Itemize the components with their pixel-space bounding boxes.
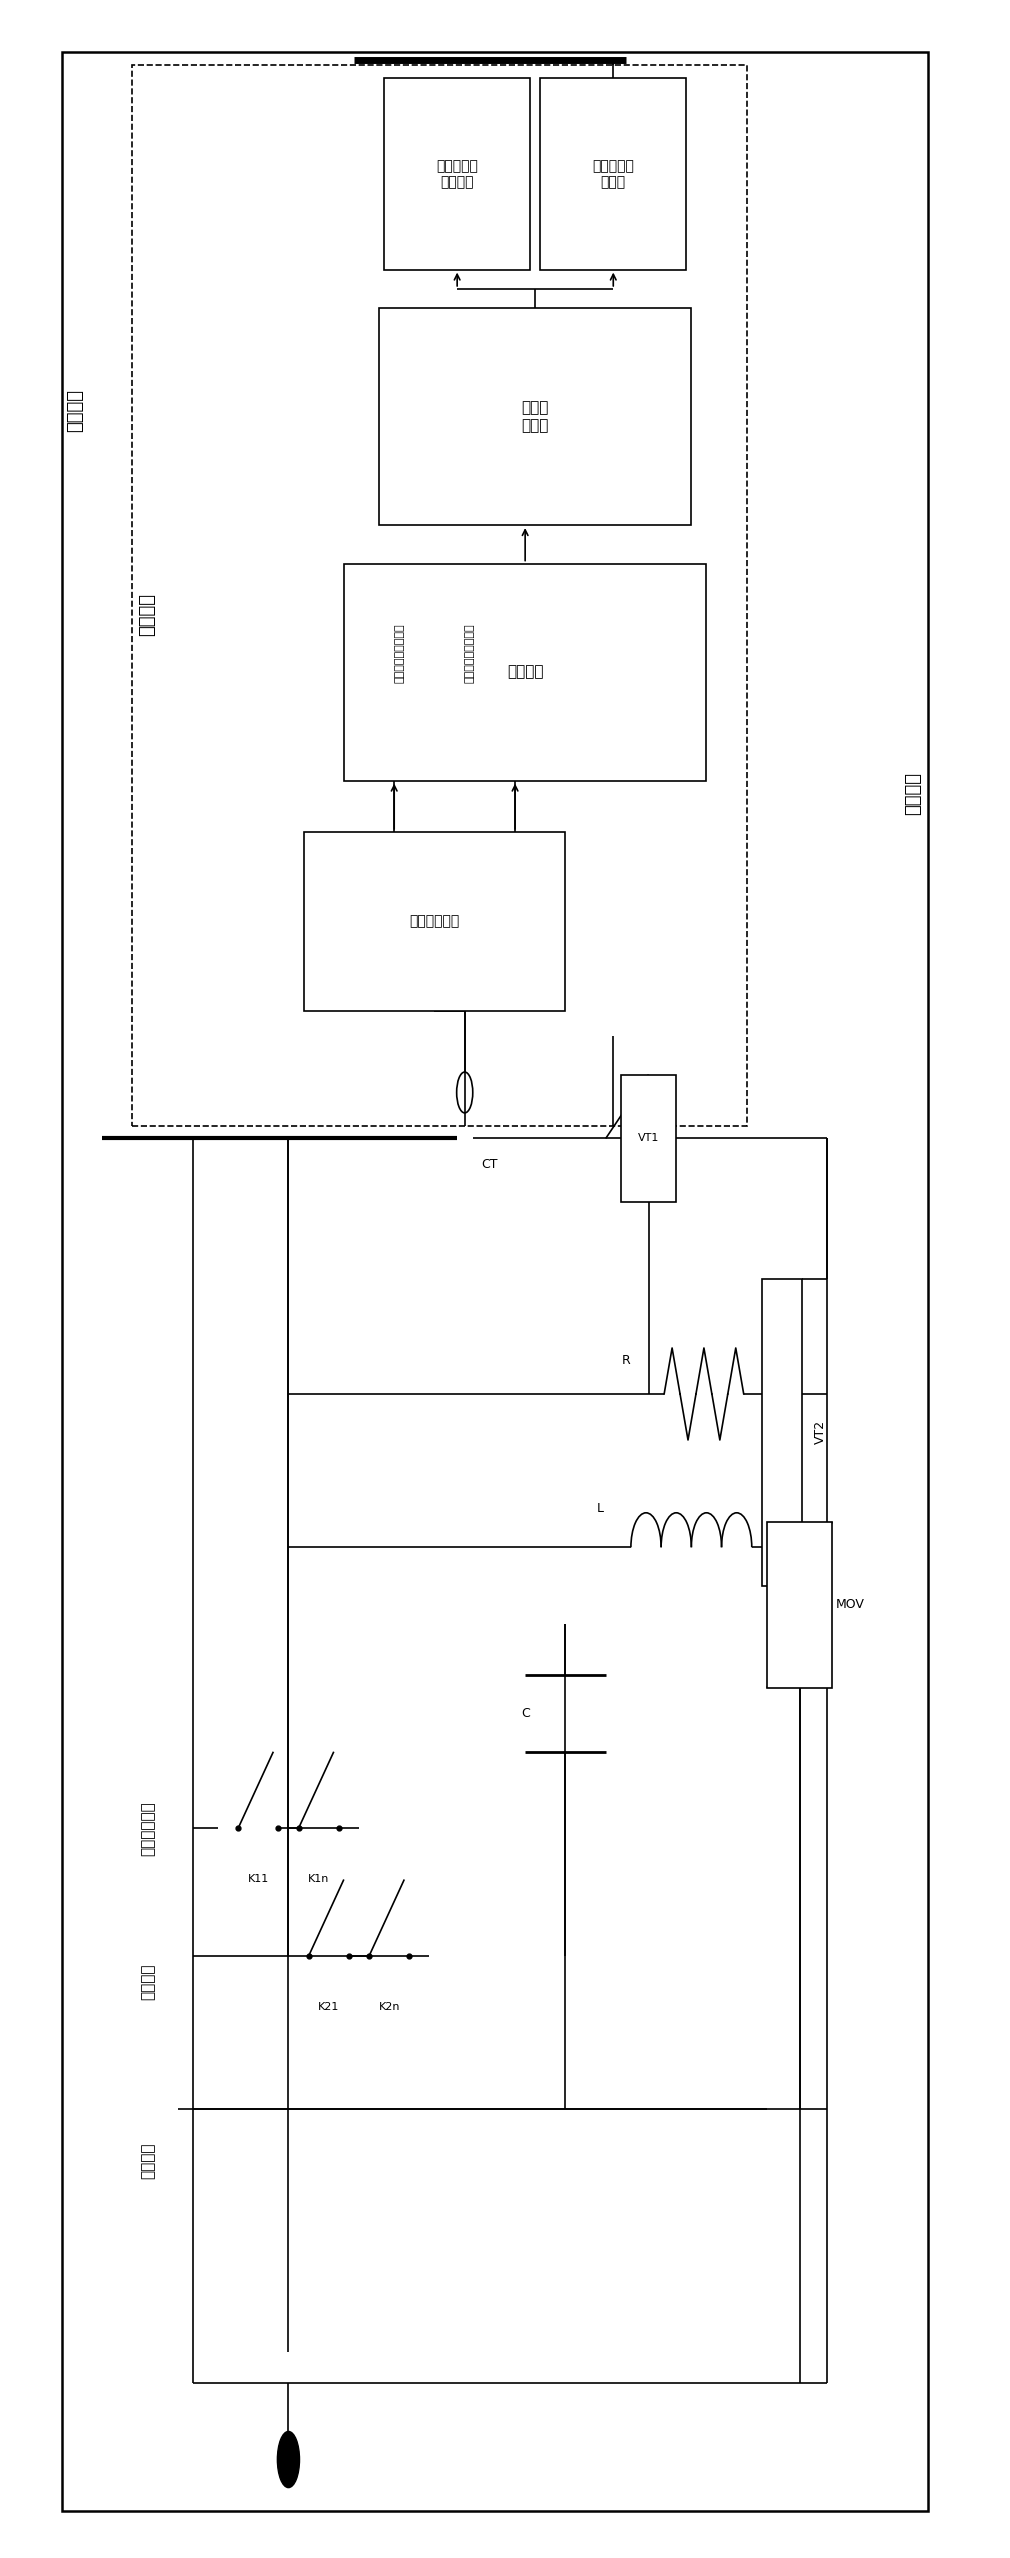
- Text: 吸收支路: 吸收支路: [140, 2141, 155, 2179]
- Bar: [767, 1522, 832, 1688]
- Bar: [132, 67, 746, 1126]
- Circle shape: [278, 2433, 300, 2486]
- Text: 逻辑判
断单元: 逻辑判 断单元: [521, 402, 548, 432]
- Bar: [304, 831, 566, 1010]
- Text: R: R: [621, 1353, 630, 1369]
- Text: CT: CT: [482, 1159, 498, 1172]
- Text: VT2: VT2: [814, 1420, 827, 1445]
- Text: K11: K11: [247, 1875, 269, 1885]
- Text: 控制模块: 控制模块: [138, 593, 157, 637]
- Text: MOV: MOV: [836, 1599, 865, 1612]
- Text: 比较单元输出高电平: 比较单元输出高电平: [465, 624, 475, 683]
- Bar: [540, 79, 687, 269]
- Text: C: C: [521, 1706, 529, 1719]
- Text: 直流线路发
生故障: 直流线路发 生故障: [592, 159, 634, 189]
- Text: L: L: [597, 1502, 604, 1514]
- Text: 直流线路末
发生故障: 直流线路末 发生故障: [436, 159, 478, 189]
- Text: K2n: K2n: [379, 2003, 400, 2013]
- Text: 比较单元输出低电平: 比较单元输出低电平: [394, 624, 404, 683]
- Bar: [384, 79, 530, 269]
- Bar: [62, 54, 928, 2509]
- Text: VT1: VT1: [638, 1133, 660, 1143]
- Text: K1n: K1n: [308, 1875, 329, 1885]
- Text: 机械开关支路: 机械开关支路: [140, 1801, 155, 1855]
- Bar: [762, 1279, 802, 1586]
- Text: 触发信号: 触发信号: [904, 773, 922, 816]
- Text: 控制信号: 控制信号: [66, 389, 84, 432]
- Bar: [621, 1074, 677, 1202]
- Text: 比较单元: 比较单元: [507, 665, 543, 680]
- Bar: [343, 563, 706, 780]
- Bar: [379, 307, 691, 524]
- Text: 阈值设置单元: 阈值设置单元: [409, 913, 460, 929]
- Text: K21: K21: [318, 2003, 339, 2013]
- Text: 振荡支路: 振荡支路: [140, 1965, 155, 2000]
